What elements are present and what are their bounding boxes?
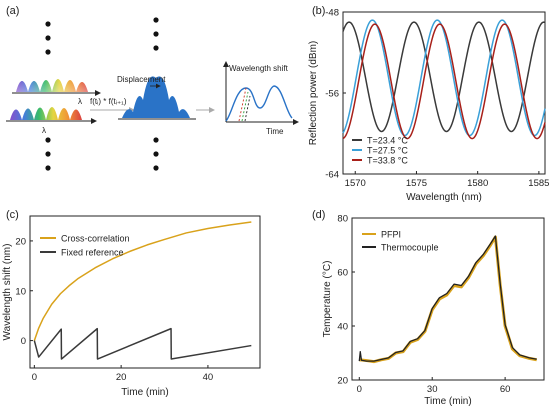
dots-left (45, 21, 51, 171)
xlabel-d: Time (min) (424, 396, 471, 407)
panel-d-letter: (d) (312, 209, 325, 221)
series-line-grey (342, 21, 546, 133)
legend-c: Cross-correlation Fixed reference (40, 233, 130, 257)
b-xtick-label: 1575 (406, 178, 427, 189)
panel-b: (b) 1570 1575 1580 1585-48-56-64 T=23.4 °CT… (308, 5, 549, 203)
series-line-grey (33, 327, 252, 360)
spectrum-1: λ (12, 79, 101, 106)
legend-entry: Cross-correlation (61, 233, 130, 243)
tick-group-c: 0 20 40 0 10 20 (15, 236, 213, 383)
c-xtick-label: 40 (203, 372, 214, 383)
legend-entry: Thermocouple (381, 242, 439, 252)
series-group-b (342, 19, 546, 140)
lambda-label-1: λ (78, 97, 82, 106)
mini-plot-ylabel: Wavelength shift (229, 64, 289, 73)
panel-c-letter: (c) (6, 209, 19, 221)
b-ytick-label: -64 (325, 170, 339, 181)
ylabel-b: Reflection power (dBm) (308, 41, 319, 145)
mini-plot-xlabel: Time (266, 127, 284, 136)
d-xtick-label: 30 (427, 384, 438, 395)
legend-entry: T=23.4 °C (367, 135, 408, 145)
series-line-blue (342, 19, 546, 137)
series-line-black (358, 235, 537, 362)
c-ytick-label: 0 (21, 336, 26, 347)
legend-entry: Fixed reference (61, 247, 124, 257)
legend-entry: T=33.8 °C (367, 155, 408, 165)
panel-b-letter: (b) (312, 5, 325, 17)
b-xtick-label: 1585 (528, 178, 549, 189)
legend-b: T=23.4 °CT=27.5 °CT=33.8 °C (352, 135, 408, 165)
displacement-label: Displacement (117, 75, 166, 84)
panel-c: (c) 0 20 40 0 10 20 Cross-correlation Fixed re… (2, 209, 261, 398)
spectrum-2: λ (6, 107, 97, 135)
panel-a-letter: (a) (6, 5, 19, 17)
series-line-gold (33, 221, 252, 341)
c-ytick-label: 20 (15, 236, 26, 247)
c-ytick-label: 10 (15, 286, 26, 297)
c-xtick-label: 0 (32, 372, 37, 383)
c-xtick-label: 20 (116, 372, 127, 383)
series-line-gold (359, 235, 537, 364)
plot-frame-d (351, 217, 545, 381)
legend-d: PFPI Thermocouple (362, 229, 439, 252)
panel-a: (a) λ λ f(tᵢ) * f(tᵢ₊₁) (6, 5, 299, 171)
d-ytick-label: 40 (337, 322, 348, 333)
b-xtick-label: 1570 (345, 178, 366, 189)
cross-correlation-formula: f(tᵢ) * f(tᵢ₊₁) (90, 97, 127, 106)
d-xtick-label: 60 (500, 384, 511, 395)
xlabel-b: Wavelength (nm) (406, 192, 482, 203)
series-group-d (358, 235, 537, 364)
b-ytick-label: -56 (325, 89, 339, 100)
dots-middle (153, 17, 159, 171)
series-group-c (33, 221, 252, 360)
series-line-red (342, 23, 546, 140)
tick-group-b: 1570 1575 1580 1585 -48 -56 -64 (325, 8, 549, 190)
d-ytick-label: 60 (337, 268, 348, 279)
tick-group-d: 0 30 60 20 40 60 80 (337, 214, 510, 396)
d-ytick-label: 80 (337, 214, 348, 225)
ylabel-c: Wavelength shift (nm) (2, 244, 13, 341)
mini-shift-plot: Wavelength shift Time (223, 61, 299, 136)
d-xtick-label: 0 (357, 384, 362, 395)
panel-d: (d) 0 30 60 20 40 60 80 PFPI Thermocouple Time … (312, 209, 545, 407)
xlabel-c: Time (min) (121, 387, 168, 398)
b-ytick-label: -48 (325, 8, 339, 19)
correlation-result: Displacement (117, 75, 196, 120)
legend-entry: PFPI (381, 229, 401, 239)
b-xtick-label: 1580 (467, 178, 488, 189)
d-ytick-label: 20 (337, 376, 348, 387)
legend-entry: T=27.5 °C (367, 145, 408, 155)
plot-frame-c (29, 215, 261, 369)
lambda-label-2: λ (42, 126, 46, 135)
ylabel-d: Temperature (°C) (322, 261, 333, 338)
